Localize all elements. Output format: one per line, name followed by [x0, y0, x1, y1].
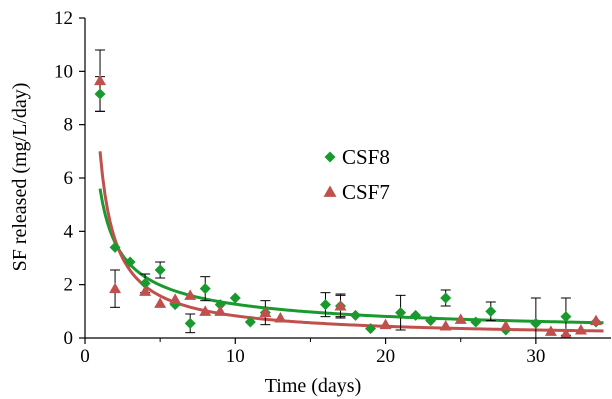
data-point-csf7: [589, 314, 602, 326]
data-point-csf8: [485, 305, 497, 317]
x-axis-title: Time (days): [265, 375, 361, 397]
data-point-csf8: [154, 264, 166, 276]
legend-label-csf8: CSF8: [342, 145, 390, 169]
data-point-csf7: [94, 74, 107, 86]
data-point-csf7: [544, 325, 557, 336]
legend-item-csf7: CSF7: [323, 180, 390, 204]
data-point-csf7: [274, 312, 287, 323]
data-point-csf7: [139, 285, 152, 296]
data-point-csf7: [439, 320, 452, 331]
data-point-csf8: [229, 292, 241, 304]
data-point-csf8: [109, 241, 121, 253]
fit-curve-csf7: [98, 151, 604, 333]
data-point-csf7: [214, 305, 227, 316]
legend: CSF8 CSF7: [323, 145, 390, 204]
y-axis-title: SF released (mg/L/day): [9, 83, 31, 272]
ticks: 0 2 4 6 8 10 12 0 10 20 30: [54, 8, 545, 367]
data-point-csf7: [259, 306, 272, 318]
data-point-csf7: [379, 318, 392, 330]
data-point-csf8: [124, 256, 136, 268]
y-tick-label: 8: [64, 115, 74, 136]
data-point-csf8: [365, 323, 377, 335]
data-point-csf7: [559, 328, 572, 339]
data-markers: [94, 74, 602, 339]
legend-item-csf8: CSF8: [324, 145, 390, 169]
x-tick-label: 0: [80, 346, 90, 367]
data-point-csf8: [440, 292, 452, 304]
data-point-csf7: [499, 320, 512, 331]
data-point-csf7: [184, 289, 197, 300]
data-point-csf7: [454, 313, 467, 324]
legend-swatch-csf8: [324, 151, 336, 163]
data-point-csf8: [350, 309, 362, 321]
y-tick-label: 0: [64, 328, 74, 349]
x-tick-label: 10: [226, 346, 245, 367]
data-point-csf8: [199, 283, 211, 295]
x-tick-label: 20: [376, 346, 395, 367]
data-point-csf7: [334, 300, 347, 311]
y-tick-label: 10: [54, 61, 73, 82]
data-point-csf7: [109, 282, 122, 294]
data-point-csf8: [410, 309, 422, 321]
legend-swatch-csf7: [323, 185, 337, 197]
y-tick-label: 6: [64, 168, 74, 189]
data-point-csf8: [530, 317, 542, 329]
data-point-csf8: [425, 315, 437, 327]
y-tick-label: 4: [64, 221, 74, 242]
x-tick-label: 30: [526, 346, 545, 367]
y-tick-label: 12: [54, 8, 73, 29]
legend-label-csf7: CSF7: [342, 180, 390, 204]
data-point-csf8: [470, 316, 482, 328]
data-point-csf7: [574, 324, 587, 335]
data-point-csf8: [319, 299, 331, 311]
data-point-csf7: [169, 293, 182, 304]
data-point-csf7: [199, 305, 212, 316]
data-point-csf8: [395, 307, 407, 319]
data-point-csf8: [244, 316, 256, 328]
data-point-csf7: [154, 297, 167, 308]
data-point-csf8: [560, 311, 572, 323]
y-tick-label: 2: [64, 275, 74, 296]
data-point-csf8: [184, 317, 196, 329]
data-point-csf8: [139, 277, 151, 289]
axes: [84, 18, 611, 339]
data-point-csf8: [214, 299, 226, 311]
data-point-csf8: [94, 88, 106, 100]
